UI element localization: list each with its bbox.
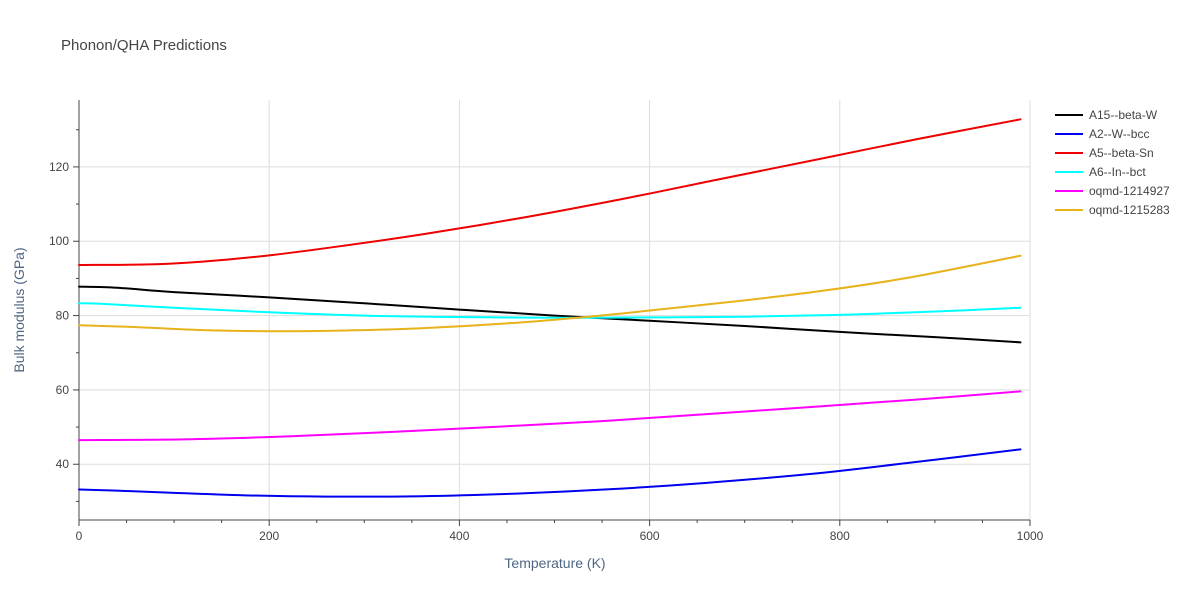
x-tick-label: 800 bbox=[830, 529, 850, 543]
series-line-A5--beta-Sn[interactable] bbox=[78, 118, 1022, 267]
series-line-A2--W--bcc[interactable] bbox=[78, 448, 1022, 498]
x-tick-label: 400 bbox=[449, 529, 469, 543]
y-tick-label: 80 bbox=[56, 309, 70, 323]
legend: A15--beta-W A2--W--bcc A5--beta-Sn A6--In--… bbox=[1055, 108, 1170, 217]
legend-item[interactable]: A6--In--bct bbox=[1055, 165, 1146, 179]
y-tick-label: 100 bbox=[49, 234, 69, 248]
x-tick-label: 200 bbox=[259, 529, 279, 543]
axes bbox=[73, 100, 1031, 526]
legend-item[interactable]: A5--beta-Sn bbox=[1055, 146, 1154, 160]
legend-label: A5--beta-Sn bbox=[1089, 146, 1154, 160]
legend-label: A6--In--bct bbox=[1089, 165, 1146, 179]
x-axis-title: Temperature (K) bbox=[504, 555, 605, 571]
legend-item[interactable]: A2--W--bcc bbox=[1055, 127, 1149, 141]
series-lines bbox=[78, 118, 1022, 498]
legend-label: A15--beta-W bbox=[1089, 108, 1158, 122]
legend-label: oqmd-1214927 bbox=[1089, 184, 1170, 198]
series-line-oqmd-1214927[interactable] bbox=[78, 390, 1022, 442]
x-tick-label: 0 bbox=[76, 529, 83, 543]
legend-item[interactable]: oqmd-1215283 bbox=[1055, 203, 1170, 217]
tick-labels: 0 200 400 600 800 1000 40 60 80 100 120 bbox=[49, 160, 1044, 543]
grid bbox=[79, 100, 1031, 520]
chart-title: Phonon/QHA Predictions bbox=[61, 37, 227, 54]
legend-label: A2--W--bcc bbox=[1089, 127, 1149, 141]
y-tick-label: 120 bbox=[49, 160, 69, 174]
legend-label: oqmd-1215283 bbox=[1089, 203, 1170, 217]
series-line-A15--beta-W[interactable] bbox=[78, 285, 1022, 344]
y-axis-title: Bulk modulus (GPa) bbox=[11, 247, 27, 372]
y-tick-label: 60 bbox=[56, 383, 70, 397]
legend-item[interactable]: oqmd-1214927 bbox=[1055, 184, 1170, 198]
series-line-A6--In--bct[interactable] bbox=[78, 302, 1022, 319]
series-line-oqmd-1215283[interactable] bbox=[78, 254, 1022, 333]
legend-item[interactable]: A15--beta-W bbox=[1055, 108, 1158, 122]
x-tick-label: 1000 bbox=[1017, 529, 1044, 543]
x-tick-label: 600 bbox=[640, 529, 660, 543]
y-tick-label: 40 bbox=[56, 457, 70, 471]
